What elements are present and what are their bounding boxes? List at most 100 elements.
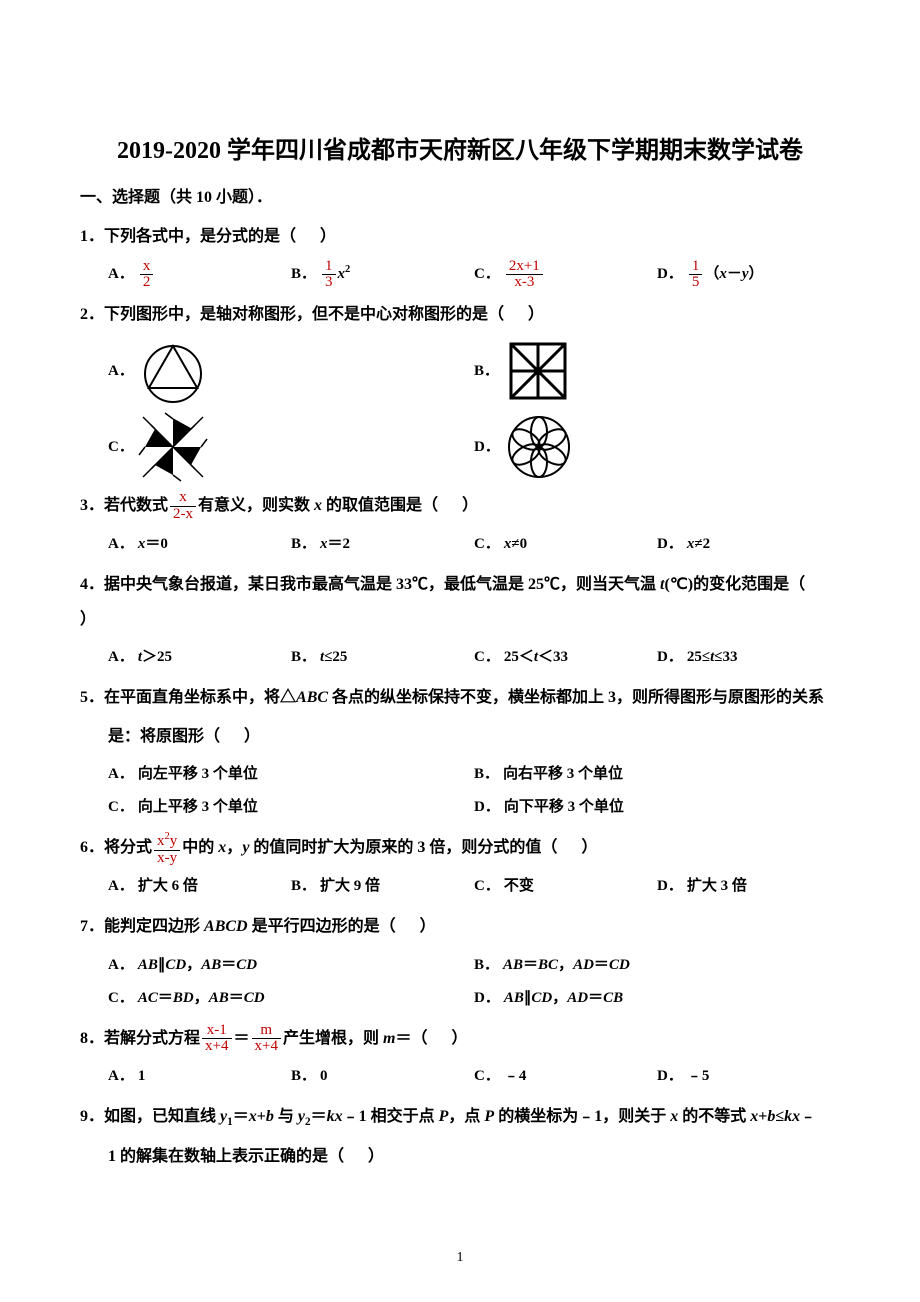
option-label: B． xyxy=(291,1060,316,1093)
option-label: D． xyxy=(657,528,683,561)
option-label: B． xyxy=(291,528,316,561)
question-stem: 1．下列各式中，是分式的是（） xyxy=(80,219,840,254)
option: D．25≤t≤33 xyxy=(657,641,840,674)
question-stem: 7．能判定四边形 ABCD 是平行四边形的是（） xyxy=(80,909,840,944)
option-label: A． xyxy=(108,1060,134,1093)
option-content: x≠0 xyxy=(504,528,527,561)
option: A．1 xyxy=(108,1060,291,1093)
option-label: C． xyxy=(108,431,134,464)
option-content: 扩大 9 倍 xyxy=(320,870,380,903)
option-label: D． xyxy=(657,870,683,903)
option: B．13x2 xyxy=(291,258,474,291)
page-title: 2019-2020 学年四川省成都市天府新区八年级下学期期末数学试卷 xyxy=(80,130,840,165)
option-label: A． xyxy=(108,949,134,982)
option-content: x≠2 xyxy=(687,528,710,561)
option-label: D． xyxy=(474,431,500,464)
option-content: 向左平移 3 个单位 xyxy=(138,758,258,791)
option: B．0 xyxy=(291,1060,474,1093)
option-content: 2x+1x-3 xyxy=(504,258,545,291)
option-label: A． xyxy=(108,528,134,561)
option: C．不变 xyxy=(474,870,657,903)
question-continuation: 是：将原图形（） xyxy=(80,719,840,754)
option: B．t≤25 xyxy=(291,641,474,674)
option-content: 向上平移 3 个单位 xyxy=(138,791,258,824)
option: D． xyxy=(474,412,840,482)
option: A．AB∥CD，AB＝CD xyxy=(108,949,474,982)
option: D．AB∥CD，AD＝CB xyxy=(474,982,840,1015)
option-label: B． xyxy=(291,258,316,291)
section-header: 一、选择题（共 10 小题）． xyxy=(80,183,840,207)
option-label: D． xyxy=(474,982,500,1015)
option: D．15（x－y） xyxy=(657,258,840,291)
option-label: B． xyxy=(474,355,499,388)
option-label: C． xyxy=(474,528,500,561)
option-label: D． xyxy=(657,641,683,674)
option: D．向下平移 3 个单位 xyxy=(474,791,840,824)
option-label: B． xyxy=(291,870,316,903)
option-content: ﹣5 xyxy=(687,1060,710,1093)
question-stem: 2．下列图形中，是轴对称图形，但不是中心对称图形的是（） xyxy=(80,297,840,332)
option-content: 不变 xyxy=(504,870,534,903)
option: B．扩大 9 倍 xyxy=(291,870,474,903)
option-content: 0 xyxy=(320,1060,328,1093)
option: C．25＜t＜33 xyxy=(474,641,657,674)
option: A． xyxy=(108,336,474,406)
option-label: B． xyxy=(474,949,499,982)
option: A．扩大 6 倍 xyxy=(108,870,291,903)
question-stem: 6．将分式x2yx-y中的 x，y 的值同时扩大为原来的 3 倍，则分式的值（） xyxy=(80,830,840,866)
options-row: A．向左平移 3 个单位B．向右平移 3 个单位C．向上平移 3 个单位D．向下… xyxy=(80,758,840,824)
option-label: C． xyxy=(108,791,134,824)
option-label: D． xyxy=(474,791,500,824)
option-content: t≤25 xyxy=(320,641,347,674)
option: C．x≠0 xyxy=(474,528,657,561)
option-label: C． xyxy=(108,982,134,1015)
option-content: x＝0 xyxy=(138,528,168,561)
option-content: 1 xyxy=(138,1060,146,1093)
option-content: 扩大 6 倍 xyxy=(138,870,198,903)
option: B．向右平移 3 个单位 xyxy=(474,758,840,791)
option: C．﹣4 xyxy=(474,1060,657,1093)
question-stem: 4．据中央气象台报道，某日我市最高气温是 33℃，最低气温是 25℃，则当天气温… xyxy=(80,567,840,637)
option-label: C． xyxy=(474,258,500,291)
option-content xyxy=(138,412,208,482)
option-content xyxy=(503,336,573,406)
option: B． xyxy=(474,336,840,406)
question-stem: 5．在平面直角坐标系中，将△ABC 各点的纵坐标保持不变，横坐标都加上 3，则所… xyxy=(80,680,840,715)
option-content xyxy=(138,336,208,406)
option-content: 25＜t＜33 xyxy=(504,641,568,674)
option-content: AB∥CD，AB＝CD xyxy=(138,949,257,982)
option: C．2x+1x-3 xyxy=(474,258,657,291)
option-label: A． xyxy=(108,641,134,674)
question-stem: 8．若解分式方程x-1x+4＝mx+4产生增根，则 m＝（） xyxy=(80,1021,840,1056)
option-label: A． xyxy=(108,758,134,791)
option-content: 25≤t≤33 xyxy=(687,641,738,674)
question-stem: 3．若代数式x2-x有意义，则实数 x 的取值范围是（） xyxy=(80,488,840,523)
option-content: 扩大 3 倍 xyxy=(687,870,747,903)
option-content xyxy=(504,412,574,482)
questions-list: 1．下列各式中，是分式的是（）A．x2B．13x2C．2x+1x-3D．15（x… xyxy=(80,219,840,1174)
options-row: A．AB∥CD，AB＝CDB．AB＝BC，AD＝CDC．AC＝BD，AB＝CDD… xyxy=(80,949,840,1015)
option: D．﹣5 xyxy=(657,1060,840,1093)
options-row: A．x＝0B．x＝2C．x≠0D．x≠2 xyxy=(80,528,840,561)
option-content: 向下平移 3 个单位 xyxy=(504,791,624,824)
option-label: B． xyxy=(291,641,316,674)
option-content: 13x2 xyxy=(320,258,350,291)
option: A．t＞25 xyxy=(108,641,291,674)
options-row: C． D． xyxy=(80,412,840,482)
option-label: C． xyxy=(474,1060,500,1093)
options-row: A．扩大 6 倍B．扩大 9 倍C．不变D．扩大 3 倍 xyxy=(80,870,840,903)
option-label: A． xyxy=(108,355,134,388)
option-content: AB＝BC，AD＝CD xyxy=(503,949,630,982)
option-label: A． xyxy=(108,258,134,291)
option-content: ﹣4 xyxy=(504,1060,527,1093)
option-content: 向右平移 3 个单位 xyxy=(503,758,623,791)
option-label: C． xyxy=(474,641,500,674)
options-row: A．1B．0C．﹣4D．﹣5 xyxy=(80,1060,840,1093)
option: A．x2 xyxy=(108,258,291,291)
option: A．向左平移 3 个单位 xyxy=(108,758,474,791)
option: A．x＝0 xyxy=(108,528,291,561)
option-label: D． xyxy=(657,1060,683,1093)
option: C．AC＝BD，AB＝CD xyxy=(108,982,474,1015)
option-content: x＝2 xyxy=(320,528,350,561)
option-label: D． xyxy=(657,258,683,291)
